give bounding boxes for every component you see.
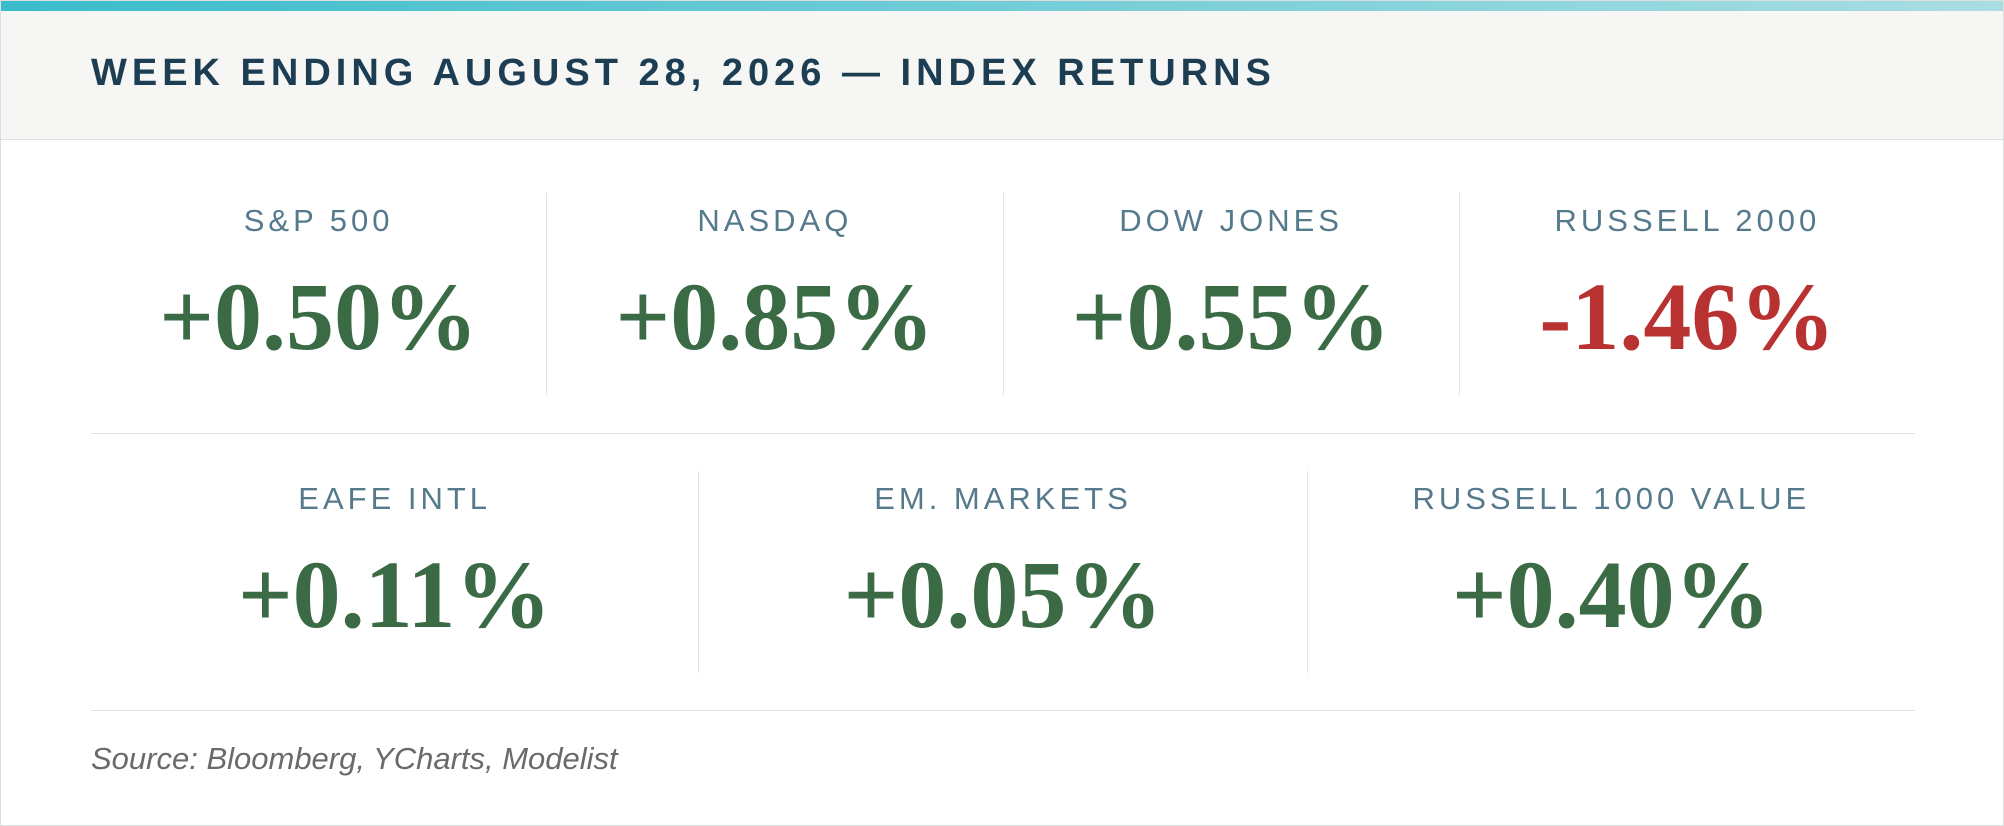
- stat-label: EAFE INTL: [298, 481, 492, 516]
- title: WEEK ENDING AUGUST 28, 2026 — INDEX RETU…: [91, 52, 1276, 94]
- stat-tile: S&P 500 +0.50%: [91, 193, 546, 395]
- stat-value: +0.11%: [237, 541, 552, 648]
- stat-label: S&P 500: [243, 203, 394, 238]
- accent-bar: [1, 1, 2003, 11]
- stat-label: EM. MARKETS: [874, 481, 1132, 516]
- stat-tile: EAFE INTL +0.11%: [91, 471, 698, 673]
- stat-value: -1.46%: [1539, 263, 1836, 370]
- stat-value: +0.85%: [615, 263, 935, 370]
- stat-label: RUSSELL 1000 VALUE: [1412, 481, 1811, 516]
- source-note: Source: Bloomberg, YCharts, Modelist: [91, 741, 618, 776]
- stat-tile: NASDAQ +0.85%: [546, 193, 1002, 395]
- stat-value: +0.40%: [1451, 541, 1771, 648]
- stat-value: +0.50%: [159, 263, 478, 370]
- header: WEEK ENDING AUGUST 28, 2026 — INDEX RETU…: [1, 11, 2003, 140]
- stat-row: S&P 500 +0.50% NASDAQ +0.85% DOW JONES +0.55%…: [91, 193, 1915, 395]
- stat-tile: RUSSELL 1000 VALUE +0.40%: [1306, 471, 1915, 673]
- stat-tile: EM. MARKETS +0.05%: [698, 471, 1306, 673]
- stat-tile: RUSSELL 2000 -1.46%: [1458, 193, 1915, 395]
- separator: [91, 710, 1915, 711]
- separator: [91, 433, 1915, 434]
- stat-value: +0.05%: [843, 541, 1163, 648]
- stat-row: EAFE INTL +0.11% EM. MARKETS +0.05% RUSSELL …: [91, 471, 1915, 673]
- stat-label: RUSSELL 2000: [1554, 203, 1821, 238]
- stat-tile: DOW JONES +0.55%: [1002, 193, 1459, 395]
- stat-value: +0.55%: [1071, 263, 1391, 370]
- stat-label: DOW JONES: [1119, 203, 1343, 238]
- stat-label: NASDAQ: [697, 203, 853, 238]
